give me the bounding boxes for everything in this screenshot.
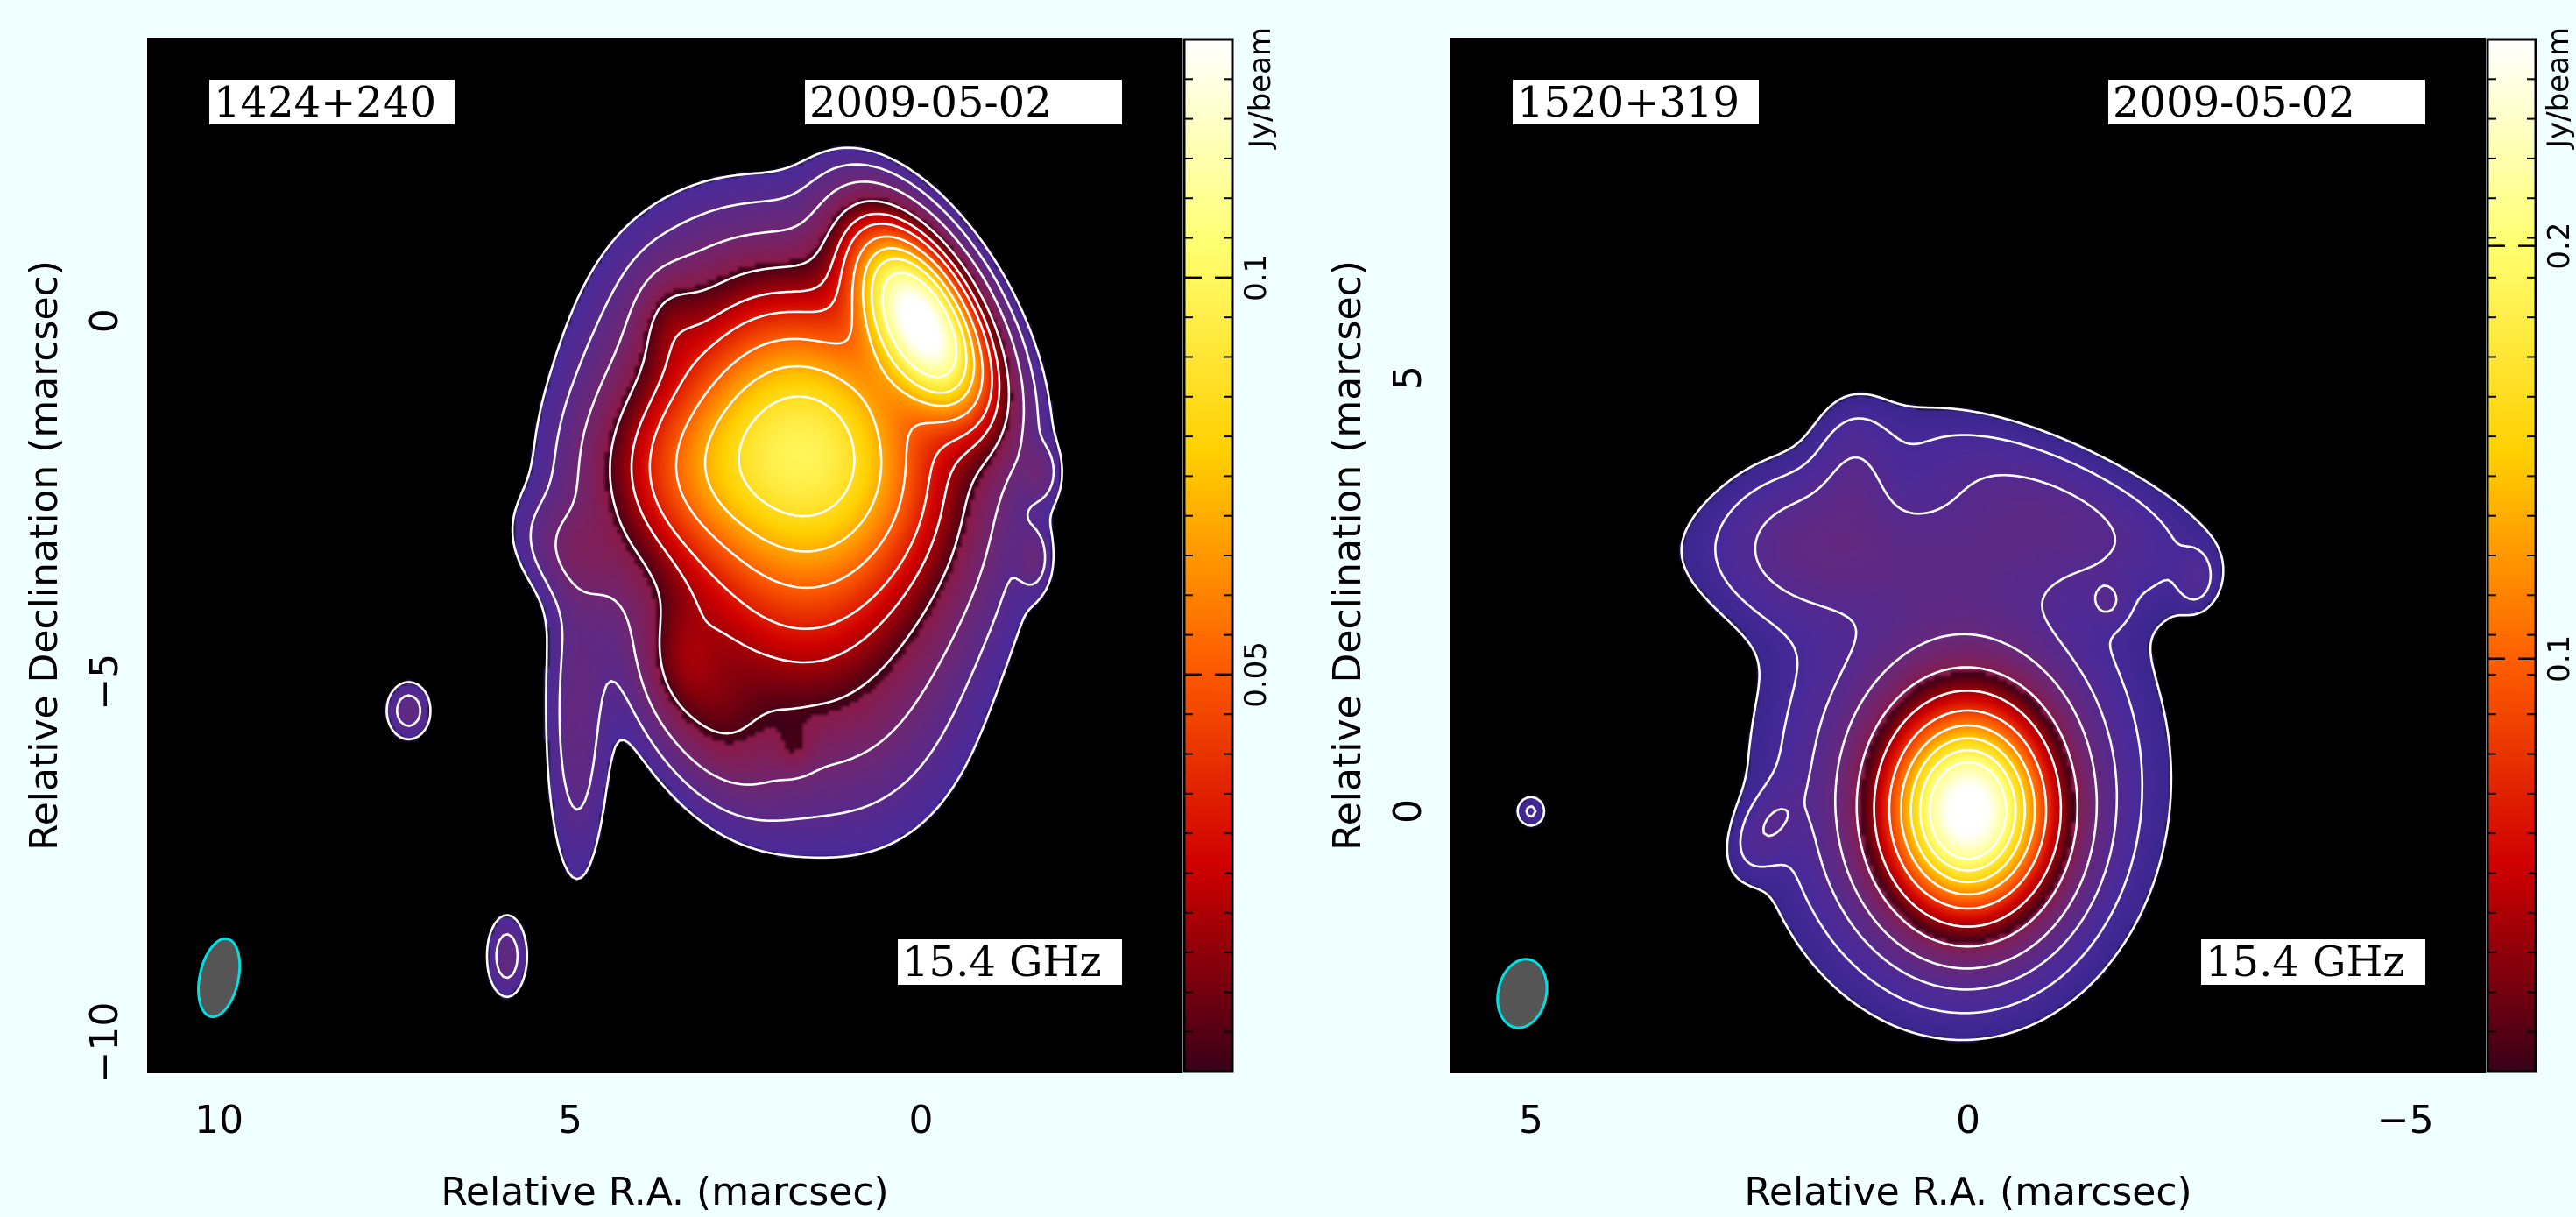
date-label: 2009-05-02 [809, 78, 1052, 127]
y-tick-label: 0 [82, 308, 127, 333]
panel-1520-319: 5 0 −550 1520+319 2009-05-02 15.4 GHz 0.10… [1325, 27, 2576, 1214]
contour-line [1834, 633, 2099, 970]
beam-ellipse [197, 937, 242, 1018]
contour-line [1899, 724, 2036, 896]
frequency-label: 15.4 GHz [902, 938, 1102, 987]
x-tick-label: 10 [194, 1098, 243, 1143]
axis-ticks: 10 5 0 0 −5 −10 [82, 39, 1181, 1143]
colorbar-tick-label: 0.05 [1239, 641, 1274, 708]
colorbar-ticks: 0.05 0.1 [1184, 39, 1274, 1072]
contour-line [674, 235, 985, 590]
contour-layer [385, 146, 1063, 999]
contour-line [1873, 690, 2063, 928]
x-tick-label: 0 [908, 1098, 933, 1143]
contour-line [1919, 749, 2017, 872]
contour-line [1888, 709, 2048, 910]
contour-line [1516, 393, 2225, 1042]
x-tick-label: 5 [1519, 1098, 1543, 1143]
y-axis-title: Relative Declination (marcsec) [22, 260, 67, 851]
contour-line [703, 246, 976, 553]
beam-shape [1496, 958, 1549, 1029]
colorbar-tick-label: 0.1 [2542, 635, 2576, 683]
x-axis-title: Relative R.A. (marcsec) [441, 1170, 888, 1214]
colorbar-tick-label: 0.2 [2542, 223, 2576, 270]
colorbar-label: Jy/beam [1243, 27, 1278, 150]
colorbar-ticks: 0.1 0.2 [2488, 39, 2576, 1072]
x-tick-label: 5 [558, 1098, 582, 1143]
y-tick-label: 5 [1386, 365, 1430, 390]
colorbar-tick-label: 0.1 [1239, 254, 1274, 301]
contour-layer [1516, 393, 2225, 1042]
date-label-box [2108, 80, 2425, 124]
contour-line [396, 163, 1055, 980]
beam-shape [197, 937, 242, 1018]
contour-line [1909, 737, 2026, 884]
x-tick-label: 0 [1956, 1098, 1980, 1143]
contour-line [554, 180, 1026, 786]
axis-ticks: 5 0 −5 5 0 [1386, 39, 2484, 1143]
y-tick-label: 0 [1386, 799, 1430, 824]
intensity-map [1452, 39, 2484, 1072]
colorbar-label: Jy/beam [2541, 27, 2576, 150]
contour-line [1855, 666, 2079, 948]
source-label: 1520+319 [1517, 78, 1740, 127]
contour-line [881, 272, 958, 379]
source-label: 1424+240 [214, 78, 436, 127]
contour-line [1754, 456, 2119, 991]
frequency-label: 15.4 GHz [2205, 938, 2405, 987]
contour-line [1928, 761, 2008, 860]
contour-line [738, 258, 968, 518]
contour-line [1525, 417, 2213, 1015]
intensity-map [149, 39, 1181, 1072]
date-label-box [805, 80, 1122, 124]
contour-line [385, 146, 1063, 999]
panel-1424-240: 10 5 00−5−10 1424+240 2009-05-02 15.4 GHz … [22, 27, 1278, 1214]
y-tick-label: −5 [82, 654, 127, 711]
frequency-label-box [2201, 939, 2425, 985]
source-label-box [209, 80, 455, 124]
x-tick-label: −5 [2377, 1098, 2434, 1143]
x-axis-title: Relative R.A. (marcsec) [1744, 1170, 2191, 1214]
y-tick-label: −10 [82, 1002, 127, 1084]
source-label-box [1513, 80, 1759, 124]
date-label: 2009-05-02 [2113, 78, 2355, 127]
contour-line [648, 223, 993, 630]
frequency-label-box [898, 939, 1122, 985]
contour-line [609, 200, 1011, 735]
map-frame [147, 38, 1182, 1073]
beam-ellipse [1496, 958, 1549, 1029]
y-axis-title: Relative Declination (marcsec) [1325, 260, 1370, 851]
contour-line [630, 212, 1001, 664]
